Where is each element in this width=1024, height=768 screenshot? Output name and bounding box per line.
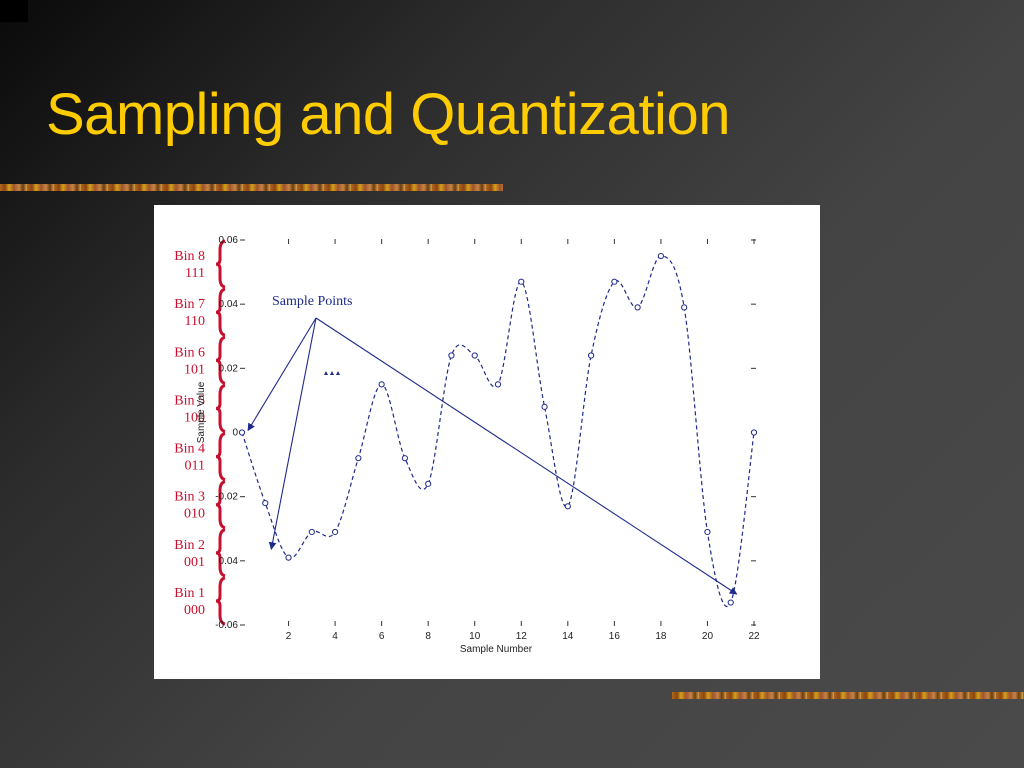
bin-code: 001 (184, 555, 205, 570)
bin-name: Bin 2 (174, 538, 205, 553)
y-tick-label: -0.06 (215, 620, 238, 631)
sample-point (238, 429, 246, 436)
x-tick-label: 6 (379, 631, 385, 642)
x-tick-label: 10 (469, 631, 481, 642)
annotation-arrow (247, 317, 317, 432)
bin-code: 010 (184, 507, 205, 522)
x-tick-label: 14 (562, 631, 574, 642)
bin-brace (215, 576, 226, 626)
bin-name: Bin 5 (174, 393, 205, 408)
sample-point (750, 429, 758, 436)
bin-name: Bin 7 (174, 297, 205, 312)
x-tick-label: 8 (425, 631, 431, 642)
sample-point (448, 352, 455, 359)
sample-point (727, 599, 734, 606)
y-tick-label: -0.02 (215, 492, 238, 503)
bin-brace (215, 335, 226, 385)
annotation-arrow (268, 317, 317, 550)
y-tick-label: 0.02 (219, 363, 239, 374)
slide-title: Sampling and Quantization (46, 82, 730, 147)
ellipsis-mark (336, 371, 340, 375)
bin-brace (215, 528, 226, 578)
sample-point (681, 304, 688, 311)
bin-code: 110 (185, 314, 205, 329)
bin-name: Bin 1 (174, 586, 205, 601)
sampling-figure: Bin 8 111 Bin 7 110 Bin 6 101 Bin 5 100 Bin 4 011… (154, 205, 820, 679)
sample-point (378, 381, 385, 388)
x-tick-label: 12 (516, 631, 528, 642)
x-tick-label: 16 (609, 631, 621, 642)
sample-point (425, 480, 432, 487)
x-tick-label: 4 (332, 631, 338, 642)
sample-point (541, 403, 548, 410)
x-tick-label: 2 (286, 631, 292, 642)
sample-point (355, 455, 362, 462)
x-axis-title: Sample Number (460, 644, 533, 655)
y-tick-label: 0.06 (219, 235, 239, 246)
bin-name: Bin 8 (174, 249, 205, 264)
bin-brace (215, 239, 226, 289)
ellipsis-mark (330, 371, 334, 375)
sample-point (634, 304, 641, 311)
sample-points-annotation: Sample Points (272, 294, 353, 309)
sample-point (285, 554, 292, 561)
x-tick-label: 20 (702, 631, 714, 642)
bin-name: Bin 6 (174, 345, 205, 360)
corner-mark (0, 0, 28, 22)
y-tick-label: 0.04 (219, 299, 239, 310)
x-tick-label: 18 (655, 631, 667, 642)
ellipsis-mark (324, 371, 328, 375)
y-tick-label: 0 (232, 428, 238, 439)
sample-point (471, 352, 478, 359)
sample-point (657, 252, 665, 260)
sample-point (587, 352, 595, 359)
x-tick-label: 22 (748, 631, 760, 642)
sample-point (331, 528, 339, 536)
sample-point (401, 455, 409, 462)
bottom-divider (672, 692, 1024, 699)
sample-point (494, 381, 502, 388)
bin-name: Bin 3 (174, 490, 205, 505)
bin-brace (215, 383, 226, 433)
bin-code: 101 (184, 362, 205, 377)
bin-brace (215, 432, 226, 482)
sample-point (564, 503, 571, 510)
sample-point (308, 528, 315, 536)
bin-code: 100 (184, 410, 205, 425)
y-axis-title: Sample Value (196, 381, 207, 443)
y-tick-label: 0.04 (219, 556, 239, 567)
title-divider (0, 184, 503, 191)
sample-point (611, 278, 618, 285)
sample-point (704, 528, 711, 536)
bin-brace (215, 287, 226, 337)
bin-code: 011 (185, 459, 205, 474)
bin-code: 000 (184, 603, 205, 618)
sample-point (262, 499, 269, 507)
bin-name: Bin 4 (174, 442, 205, 457)
bin-code: 111 (185, 266, 205, 281)
sample-point (518, 278, 525, 285)
annotation-arrow (315, 317, 738, 595)
bin-brace (215, 480, 226, 530)
